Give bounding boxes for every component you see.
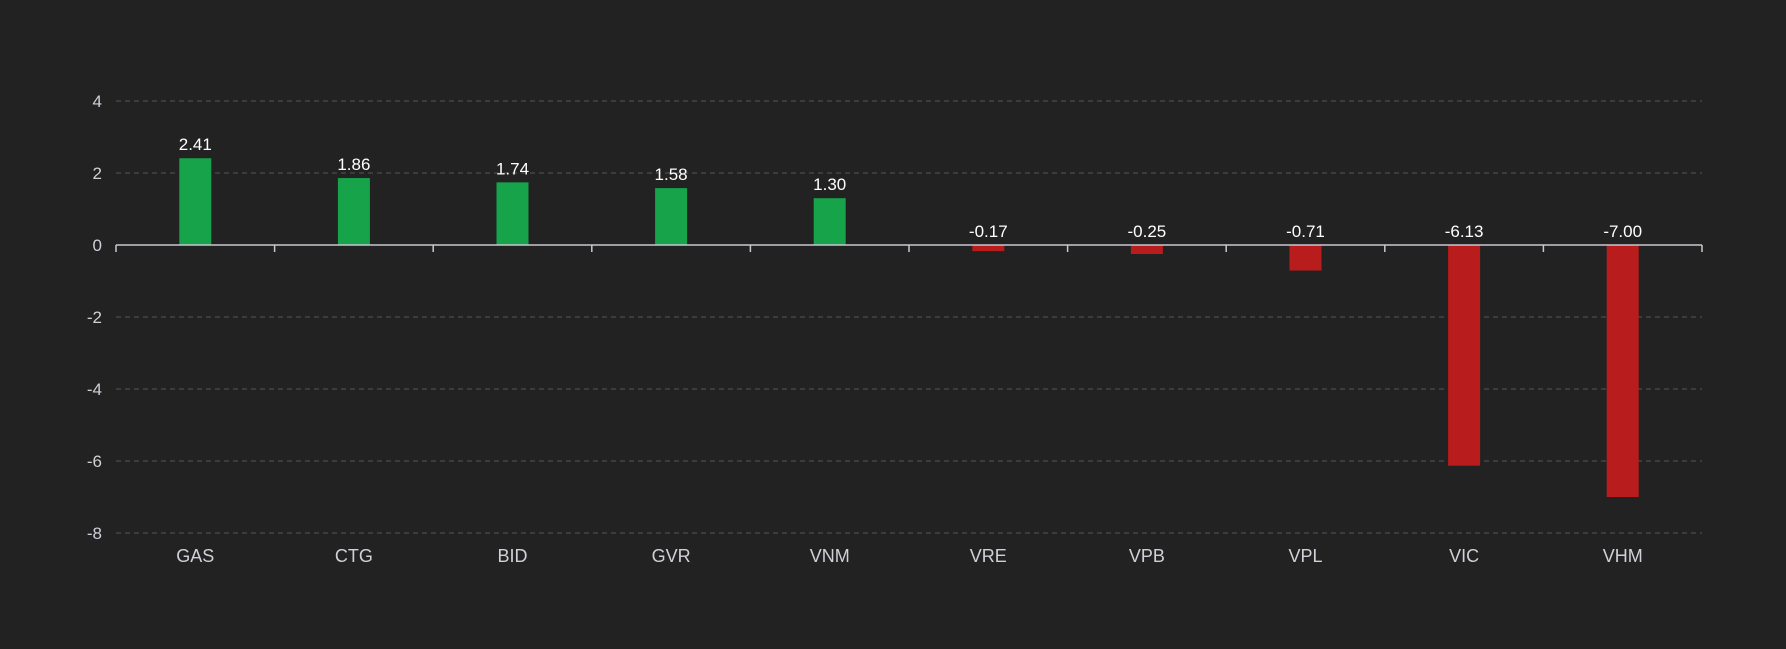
data-label: -0.71 — [1286, 222, 1325, 241]
y-tick-label: -8 — [87, 524, 102, 543]
y-tick-label: -6 — [87, 452, 102, 471]
data-label: 1.58 — [655, 165, 688, 184]
bar-vpb[interactable] — [1130, 245, 1163, 254]
x-tick-label: VHM — [1603, 546, 1643, 566]
bars — [179, 158, 1639, 497]
x-axis-ticks: GAS CTG BID GVR VNM VRE VPB VPL VIC VHM — [176, 546, 1642, 566]
y-tick-label: 4 — [93, 92, 102, 111]
x-tick-label: CTG — [335, 546, 373, 566]
bar-gas[interactable] — [179, 158, 212, 245]
y-tick-label: 2 — [93, 164, 102, 183]
data-label: 1.74 — [496, 159, 529, 178]
bar-gvr[interactable] — [655, 188, 688, 245]
x-tick-label: VPL — [1288, 546, 1322, 566]
bar-vnm[interactable] — [813, 198, 846, 245]
data-label: 1.86 — [337, 155, 370, 174]
data-label: -0.25 — [1128, 222, 1167, 241]
y-tick-label: -4 — [87, 380, 102, 399]
y-axis-ticks: 4 2 0 -2 -4 -6 -8 — [87, 92, 102, 543]
bar-vhm[interactable] — [1606, 245, 1639, 497]
bar-ctg[interactable] — [337, 178, 370, 245]
x-tick-label: BID — [497, 546, 527, 566]
data-label: 2.41 — [179, 135, 212, 154]
bar-bid[interactable] — [496, 182, 529, 245]
x-tick-label: GAS — [176, 546, 214, 566]
x-tick-label: VPB — [1129, 546, 1165, 566]
data-label: -6.13 — [1445, 222, 1484, 241]
data-label: -7.00 — [1603, 222, 1642, 241]
y-tick-label: 0 — [93, 236, 102, 255]
data-label: 1.30 — [813, 175, 846, 194]
x-axis — [115, 244, 1703, 252]
data-labels: 2.41 1.86 1.74 1.58 1.30 -0.17 -0.25 -0.71 -6.13… — [179, 135, 1642, 241]
grid-lines — [116, 100, 1702, 534]
bar-vre[interactable] — [972, 245, 1005, 252]
y-tick-label: -2 — [87, 308, 102, 327]
x-tick-label: VRE — [970, 546, 1007, 566]
x-tick-label: VIC — [1449, 546, 1479, 566]
x-tick-label: GVR — [652, 546, 691, 566]
bar-vpl[interactable] — [1289, 245, 1322, 271]
data-label: -0.17 — [969, 222, 1008, 241]
x-tick-label: VNM — [810, 546, 850, 566]
bar-vic[interactable] — [1448, 245, 1481, 466]
